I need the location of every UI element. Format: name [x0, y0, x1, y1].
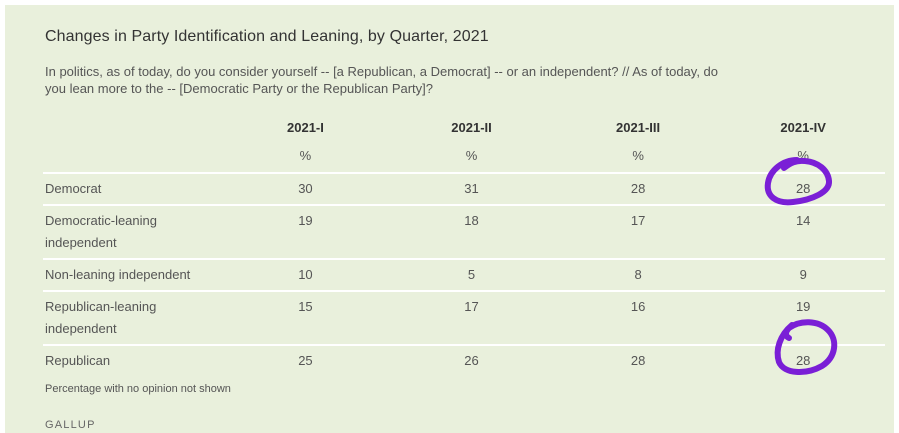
table-cell: 9: [721, 259, 885, 292]
table-cell: 10: [222, 259, 389, 292]
table-row: Republican 25 26 28 28: [43, 345, 885, 376]
table-cell: 28: [721, 173, 885, 206]
table-cell: 30: [222, 173, 389, 206]
table-cell: 17: [388, 291, 555, 346]
table-cell: 17: [554, 205, 722, 260]
table-row: Democratic-leaning independent 19 18 17 …: [43, 205, 885, 260]
row-label: Republican: [45, 353, 111, 368]
table-row: Non-leaning independent 10 5 8 9: [43, 259, 885, 292]
table-cell: 14: [721, 205, 885, 260]
table-cell: 5: [388, 259, 555, 292]
table-cell: 15: [222, 291, 389, 346]
survey-question: In politics, as of today, do you conside…: [45, 64, 718, 96]
table-row: Republican-leaning independent 15 17 16 …: [43, 291, 885, 346]
table-cell: 18: [388, 205, 555, 260]
table-cell: 19: [721, 291, 885, 346]
table-cell: 26: [464, 353, 479, 368]
page-title: Changes in Party Identification and Lean…: [45, 28, 489, 45]
column-header: 2021-II: [451, 119, 492, 135]
table-cell: 31: [388, 173, 555, 206]
row-label: Republican-leaning independent: [43, 291, 223, 346]
header-row: 2021-I 2021-II 2021-III 2021-IV: [43, 115, 885, 139]
row-label: Democratic-leaning independent: [43, 205, 223, 260]
unit-row: % % % %: [43, 139, 885, 174]
unit-cell: %: [388, 139, 555, 174]
table-cell: 28: [630, 353, 646, 368]
unit-cell: %: [222, 139, 389, 174]
header-blank: [43, 115, 223, 139]
column-header: 2021-III: [616, 119, 661, 135]
column-header: 2021-I: [287, 119, 324, 135]
table-row: Democrat 30 31 28 28: [43, 173, 885, 206]
row-label: Non-leaning independent: [43, 259, 223, 292]
table-card: Changes in Party Identification and Lean…: [5, 5, 894, 433]
unit-cell: %: [554, 139, 722, 174]
table-cell: 28: [795, 353, 811, 368]
table-cell: 16: [554, 291, 722, 346]
row-label: Democrat: [43, 173, 223, 206]
unit-blank: [43, 139, 223, 174]
unit-cell: %: [721, 139, 885, 174]
table-cell: 28: [554, 173, 722, 206]
footnote: Percentage with no opinion not shown: [45, 383, 231, 395]
table-cell: 25: [298, 353, 313, 368]
column-header: 2021-IV: [780, 119, 826, 135]
table-cell: 8: [554, 259, 722, 292]
source-label: GALLUP: [45, 419, 96, 431]
results-table: 2021-I 2021-II 2021-III 2021-IV % % % % …: [43, 115, 885, 376]
table-cell: 19: [222, 205, 389, 260]
